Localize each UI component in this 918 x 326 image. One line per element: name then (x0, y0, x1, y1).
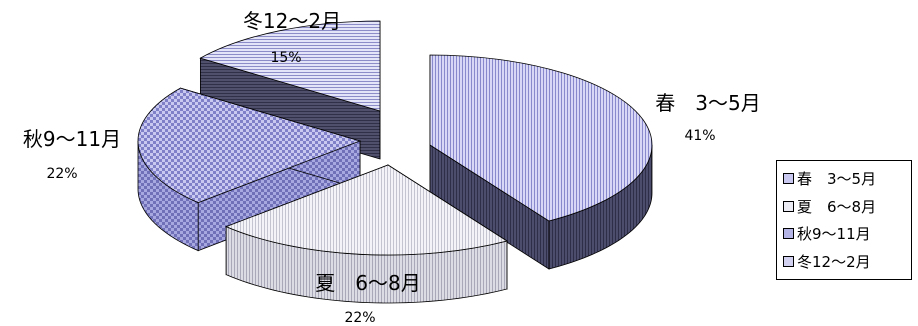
legend-label-3: 秋9～11月 (797, 225, 871, 244)
legend-swatch-1 (783, 173, 794, 185)
legend: 春 3～5月夏 6～8月 秋9～11月 冬12～2月 (776, 160, 912, 280)
legend-item-1: 春 3～5月 (783, 165, 911, 193)
legend-item-2: 夏 6～8月 (783, 193, 911, 221)
pie-slice-1 (429, 54, 653, 270)
slice-value-label-1: 41% (684, 128, 715, 144)
legend-item-4: 冬12～2月 (783, 248, 911, 276)
legend-label-4: 冬12～2月 (797, 252, 871, 271)
legend-label-1: 春 3～5月 (797, 170, 877, 189)
legend-swatch-3 (783, 228, 794, 240)
slice-label-1: 春 3～5月 (655, 91, 760, 115)
slice-value-label-3: 22% (46, 166, 77, 182)
slice-value-label-4: 15% (270, 50, 301, 66)
legend-swatch-2 (783, 200, 794, 212)
slice-label-3: 秋9～11月 (23, 127, 121, 151)
legend-label-2: 夏 6～8月 (797, 197, 877, 216)
slice-labels: 春 3～5月 41% 夏 6～8月 22% 秋9～11月 22% 冬12～2月 15% (23, 9, 761, 326)
slice-top-3 (137, 87, 362, 204)
legend-item-3: 秋9～11月 (783, 220, 911, 248)
legend-swatch-4 (783, 255, 794, 267)
slice-top-2 (225, 164, 508, 256)
pie-slices (137, 20, 653, 304)
slice-top-1 (429, 54, 653, 222)
slice-label-4: 冬12～2月 (243, 9, 341, 33)
slice-top-4 (199, 20, 381, 112)
pie-slice-2 (225, 164, 508, 304)
slice-label-2: 夏 6～8月 (315, 271, 420, 295)
slice-value-label-2: 22% (344, 310, 375, 326)
